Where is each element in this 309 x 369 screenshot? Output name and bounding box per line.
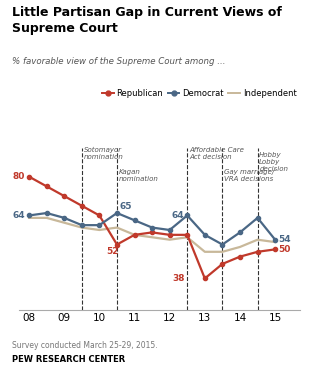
Text: Kagan
nomination: Kagan nomination (119, 169, 159, 182)
Text: Sotomayor
nomination: Sotomayor nomination (83, 146, 123, 160)
Text: 64: 64 (172, 211, 184, 220)
Text: % favorable view of the Supreme Court among ...: % favorable view of the Supreme Court am… (12, 57, 226, 66)
Text: 80: 80 (12, 172, 25, 181)
Text: 38: 38 (172, 274, 184, 283)
Text: 65: 65 (120, 201, 132, 211)
Text: Affordable Care
Act decision: Affordable Care Act decision (189, 147, 244, 160)
Text: 50: 50 (278, 245, 290, 254)
Text: Gay marriage/
VRA decisions: Gay marriage/ VRA decisions (224, 169, 274, 182)
Text: 52: 52 (106, 247, 119, 256)
Text: PEW RESEARCH CENTER: PEW RESEARCH CENTER (12, 355, 126, 364)
Legend: Republican, Democrat, Independent: Republican, Democrat, Independent (99, 86, 300, 101)
Text: Little Partisan Gap in Current Views of
Supreme Court: Little Partisan Gap in Current Views of … (12, 6, 282, 35)
Text: 54: 54 (278, 235, 290, 244)
Text: 64: 64 (12, 211, 25, 220)
Text: Hobby
Lobby
decision: Hobby Lobby decision (259, 152, 288, 172)
Text: Survey conducted March 25-29, 2015.: Survey conducted March 25-29, 2015. (12, 341, 158, 350)
